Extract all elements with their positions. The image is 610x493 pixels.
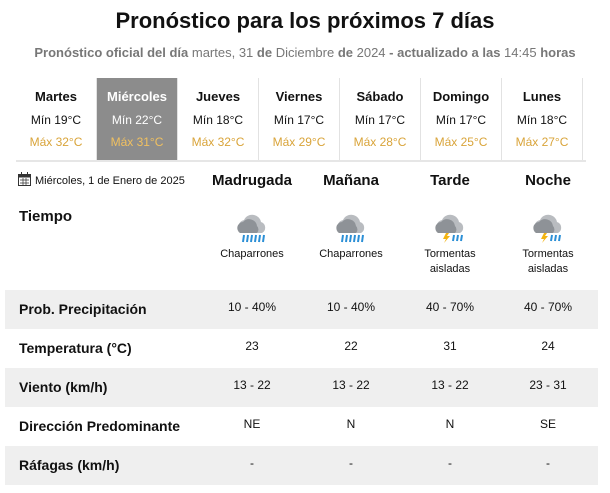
subtitle-part: de bbox=[256, 45, 273, 60]
day-max: Máx 27°C bbox=[515, 135, 569, 149]
day-min: Mín 22°C bbox=[111, 113, 163, 127]
condition-line: Tormentas bbox=[522, 248, 574, 260]
period-header: Tarde bbox=[430, 172, 470, 189]
day-max: Máx 25°C bbox=[434, 135, 488, 149]
subtitle-part: - actualizado a las bbox=[389, 45, 501, 60]
cell-value: 40 - 70% bbox=[425, 300, 475, 314]
day-max: Máx 32°C bbox=[191, 135, 245, 149]
day-name: Jueves bbox=[195, 89, 241, 104]
day-name: Domingo bbox=[432, 89, 490, 104]
cell-value: - bbox=[349, 456, 353, 470]
cell-value: NE bbox=[243, 417, 261, 431]
condition: Chaparrones bbox=[301, 247, 401, 262]
cell-value: 10 - 40% bbox=[227, 300, 277, 314]
day-name: Martes bbox=[35, 89, 77, 104]
row-label: Prob. Precipitación bbox=[19, 301, 147, 317]
condition-line: aisladas bbox=[527, 263, 569, 275]
day-min: Mín 17°C bbox=[435, 113, 487, 127]
cell-value: 13 - 22 bbox=[431, 378, 469, 392]
cell-value: - bbox=[250, 456, 254, 470]
subtitle-part: 14:45 bbox=[500, 45, 541, 60]
row-band bbox=[5, 407, 598, 446]
condition: Tormentas aisladas bbox=[400, 247, 500, 277]
row-label: Dirección Predominante bbox=[19, 418, 181, 434]
tab-divider bbox=[16, 160, 586, 162]
day-max: Máx 28°C bbox=[353, 135, 407, 149]
weather-icon bbox=[237, 214, 266, 243]
day-tab[interactable]: Viernes Mín 17°C Máx 29°C bbox=[259, 78, 340, 160]
day-name: Sábado bbox=[356, 89, 404, 104]
day-name: Lunes bbox=[522, 89, 562, 104]
row-band bbox=[5, 446, 598, 485]
row-band bbox=[5, 368, 598, 407]
title: Pronóstico para los próximos 7 días bbox=[115, 8, 495, 33]
calendar-icon bbox=[18, 172, 31, 186]
day-min: Mín 17°C bbox=[354, 113, 406, 127]
day-name: Miércoles bbox=[107, 89, 167, 104]
period-header: Mañana bbox=[323, 172, 379, 189]
weather-icon bbox=[336, 214, 365, 243]
cell-value: SE bbox=[539, 417, 556, 431]
period-header: Noche bbox=[525, 172, 571, 189]
weather-icon bbox=[435, 214, 464, 243]
cell-value: - bbox=[546, 456, 550, 470]
cell-value: 40 - 70% bbox=[523, 300, 573, 314]
subtitle: Pronóstico oficial del día martes, 31 de… bbox=[0, 45, 610, 60]
period-header: Madrugada bbox=[211, 172, 292, 189]
day-max: Máx 31°C bbox=[110, 135, 164, 149]
day-tab[interactable]: Sábado Mín 17°C Máx 28°C bbox=[340, 78, 421, 160]
row-label: Temperatura (°C) bbox=[19, 340, 132, 356]
day-tab[interactable]: Domingo Mín 17°C Máx 25°C bbox=[421, 78, 502, 160]
subtitle-part: horas bbox=[540, 45, 576, 60]
cell-value: N bbox=[346, 417, 356, 431]
day-min: Mín 18°C bbox=[192, 113, 244, 127]
row-band bbox=[5, 329, 598, 368]
condition-line: Chaparrones bbox=[319, 248, 383, 260]
subtitle-part: de bbox=[337, 45, 353, 60]
subtitle-part: martes, 31 bbox=[188, 45, 257, 60]
day-min: Mín 18°C bbox=[516, 113, 568, 127]
weather-icon bbox=[533, 214, 562, 243]
day-name: Viernes bbox=[275, 89, 323, 104]
day-tab[interactable]: Miércoles Mín 22°C Máx 31°C bbox=[97, 78, 178, 160]
day-max: Máx 29°C bbox=[272, 135, 326, 149]
date: Miércoles, 1 de Enero de 2025 bbox=[35, 175, 185, 187]
day-max: Máx 32°C bbox=[29, 135, 83, 149]
row-label: Ráfagas (km/h) bbox=[19, 457, 120, 473]
day-tab[interactable]: Lunes Mín 18°C Máx 27°C bbox=[502, 78, 583, 160]
cell-value: 22 bbox=[344, 339, 358, 353]
day-tab[interactable]: Jueves Mín 18°C Máx 32°C bbox=[178, 78, 259, 160]
cell-value: N bbox=[445, 417, 455, 431]
condition-line: aisladas bbox=[429, 263, 471, 275]
cell-value: 13 - 22 bbox=[332, 378, 370, 392]
condition: Tormentas aisladas bbox=[498, 247, 598, 277]
condition-line: Chaparrones bbox=[220, 248, 284, 260]
cell-value: 31 bbox=[443, 339, 457, 353]
cell-value: 23 bbox=[245, 339, 259, 353]
cell-value: 10 - 40% bbox=[326, 300, 376, 314]
cell-value: 23 - 31 bbox=[529, 378, 567, 392]
day-min: Mín 17°C bbox=[273, 113, 325, 127]
subtitle-part: 2024 bbox=[353, 45, 390, 60]
condition-line: Tormentas bbox=[424, 248, 476, 260]
cell-value: 13 - 22 bbox=[233, 378, 271, 392]
row-label: Tiempo bbox=[19, 208, 73, 225]
subtitle-part: Diciembre bbox=[272, 45, 338, 60]
subtitle-part: Pronóstico oficial del día bbox=[34, 45, 189, 60]
day-min: Mín 19°C bbox=[30, 113, 82, 127]
cell-value: 24 bbox=[541, 339, 555, 353]
condition: Chaparrones bbox=[202, 247, 302, 262]
cell-value: - bbox=[448, 456, 452, 470]
row-band bbox=[5, 290, 598, 329]
day-tab[interactable]: Martes Mín 19°C Máx 32°C bbox=[16, 78, 97, 160]
row-label: Viento (km/h) bbox=[19, 379, 108, 395]
